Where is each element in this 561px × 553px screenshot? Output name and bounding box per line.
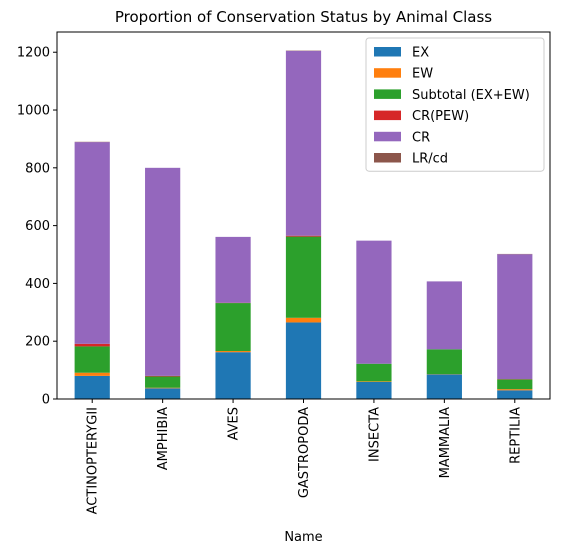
x-tick-label: INSECTA — [367, 407, 382, 462]
chart-title: Proportion of Conservation Status by Ani… — [115, 8, 492, 26]
x-axis-label: Name — [284, 530, 322, 545]
bar-amphibia-cr-pew — [145, 376, 180, 377]
y-tick-label: 800 — [25, 161, 50, 176]
x-tick-label: AMPHIBIA — [156, 407, 171, 470]
x-tick-label: MAMMALIA — [438, 407, 453, 479]
bar-mammalia-cr — [427, 281, 462, 349]
bar-aves-cr — [215, 237, 250, 303]
bar-insecta-subtotal-ex-ew — [356, 364, 391, 382]
legend-box — [366, 38, 544, 171]
legend-label: CR(PEW) — [412, 109, 469, 124]
legend-swatch — [374, 153, 401, 163]
bar-gastropoda-cr — [286, 51, 321, 236]
legend-label: LR/cd — [412, 152, 448, 167]
bar-amphibia-ew — [145, 388, 180, 389]
bar-aves-subtotal-ex-ew — [215, 303, 250, 351]
y-tick-label: 600 — [25, 219, 50, 234]
legend: EX EW Subtotal (EX+EW) CR(PEW) CR LR/cd — [366, 38, 544, 171]
bar-reptilia-ex — [497, 390, 532, 399]
bar-amphibia-cr — [145, 168, 180, 376]
bar-reptilia-ew — [497, 389, 532, 390]
legend-swatch — [374, 89, 401, 99]
bar-actinopterygii-ew — [75, 373, 110, 376]
legend-swatch — [374, 111, 401, 121]
bar-insecta-ew — [356, 381, 391, 382]
y-tick-label: 1200 — [17, 46, 50, 61]
x-tick-label: GASTROPODA — [297, 407, 312, 498]
bar-mammalia-ex — [427, 374, 462, 399]
legend-label: EX — [412, 46, 429, 61]
legend-label: CR — [412, 130, 430, 145]
bar-gastropoda-ex — [286, 322, 321, 399]
bar-reptilia-subtotal-ex-ew — [497, 379, 532, 389]
bar-aves-ew — [215, 351, 250, 352]
bar-aves-ex — [215, 352, 250, 399]
legend-swatch — [374, 132, 401, 142]
y-tick-label: 0 — [42, 393, 50, 408]
x-axis: ACTINOPTERYGII AMPHIBIA AVES GASTROPODA INSE… — [86, 399, 524, 514]
bar-actinopterygii-subtotal-ex-ew — [75, 346, 110, 372]
bar-mammalia-subtotal-ex-ew — [427, 349, 462, 374]
bar-gastropoda-ew — [286, 318, 321, 323]
bar-actinopterygii-ex — [75, 376, 110, 399]
bar-reptilia-cr — [497, 254, 532, 379]
legend-label: EW — [412, 67, 433, 82]
legend-swatch — [374, 47, 401, 57]
bar-amphibia-ex — [145, 388, 180, 399]
y-tick-label: 1000 — [17, 104, 50, 119]
x-tick-label: AVES — [227, 407, 242, 440]
legend-label: Subtotal (EX+EW) — [412, 88, 530, 103]
bar-insecta-ex — [356, 382, 391, 399]
bar-gastropoda-subtotal-ex-ew — [286, 237, 321, 318]
bar-actinopterygii-cr — [75, 142, 110, 344]
y-tick-label: 200 — [25, 335, 50, 350]
bar-amphibia-subtotal-ex-ew — [145, 376, 180, 387]
x-tick-label: REPTILIA — [508, 407, 523, 464]
bar-actinopterygii-cr-pew — [75, 344, 110, 347]
legend-swatch — [374, 68, 401, 78]
bar-gastropoda-cr-pew — [286, 236, 321, 237]
x-tick-label: ACTINOPTERYGII — [86, 407, 101, 514]
y-tick-label: 400 — [25, 277, 50, 292]
bar-insecta-cr — [356, 241, 391, 364]
y-axis: 0 200 400 600 800 1000 1200 — [17, 46, 57, 408]
